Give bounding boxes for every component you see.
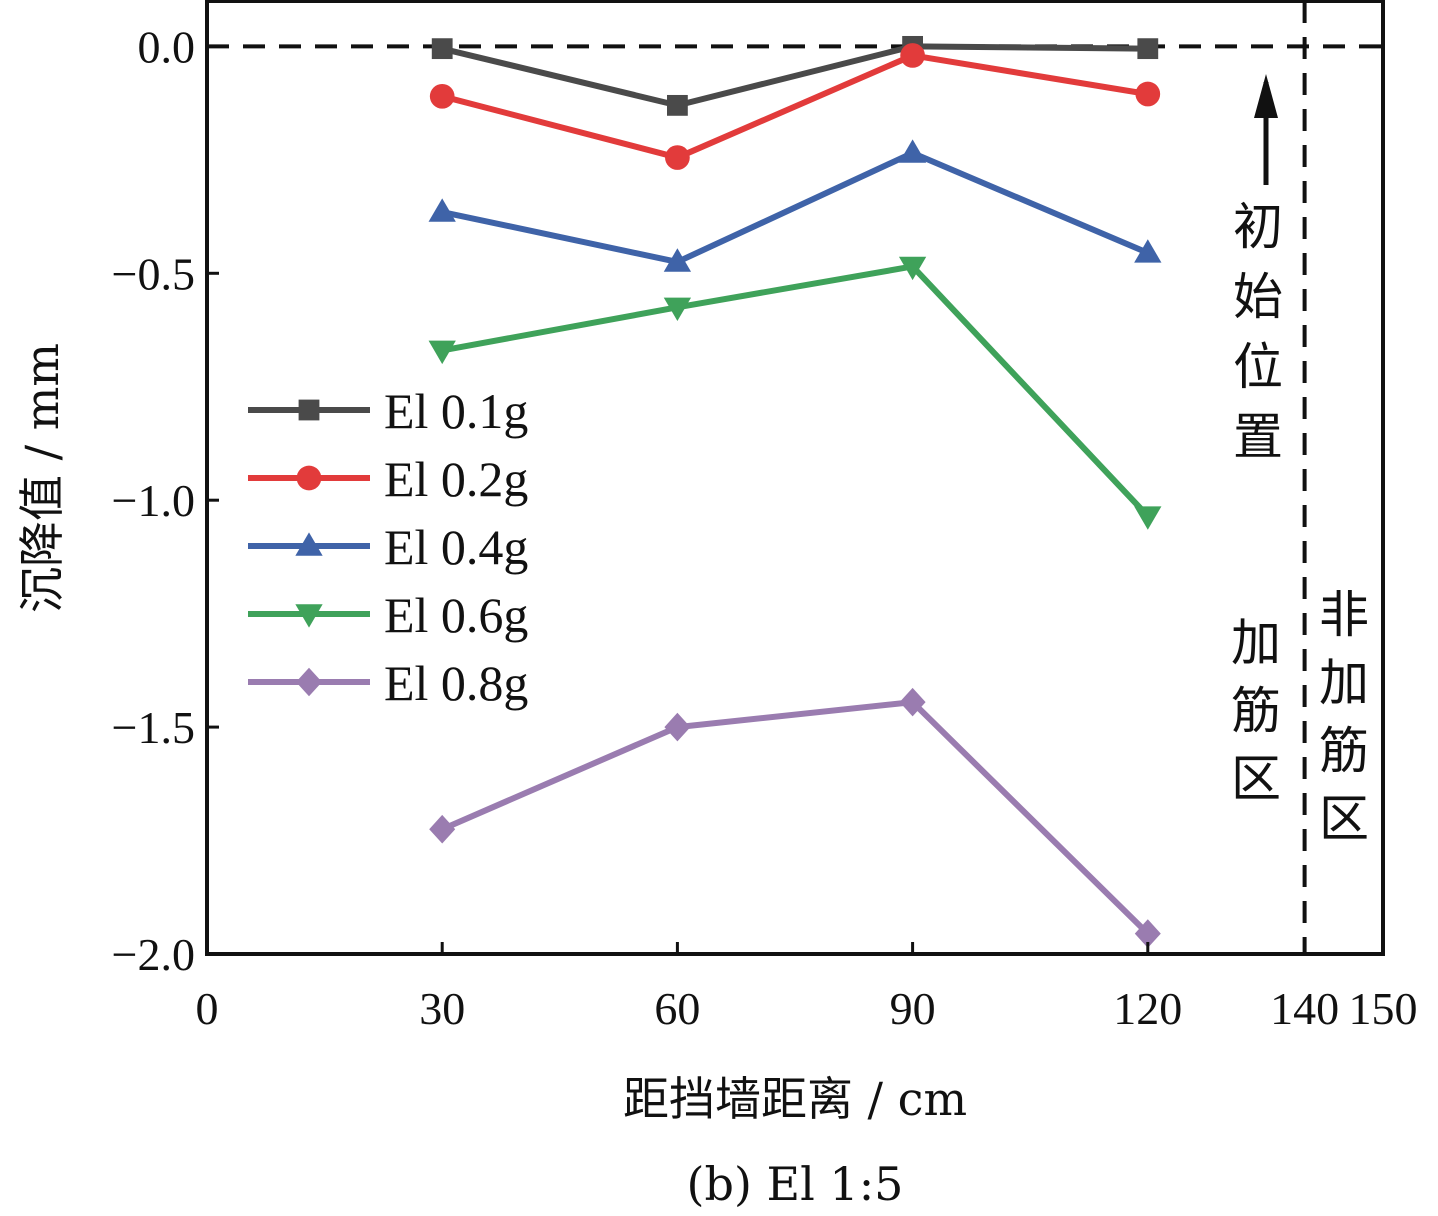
data-point [429,814,456,844]
legend-swatch-marker [295,604,323,628]
x-tick-label: 140 [1270,983,1339,1034]
data-point [429,83,455,109]
annotation-char: 位 [1233,338,1283,396]
series-el-0.1g [431,35,1159,116]
legend-item: El 0.2g [248,451,528,507]
data-point [664,712,691,742]
axes: 0 30 60 90 120 140 150 0.0 −0.5 −1.0 −1.5 −2.0 [112,21,1418,1034]
series-line [441,52,1149,161]
legend-swatch-marker [296,465,322,491]
data-point [899,687,926,717]
plot-frame [205,0,1385,956]
annotation-char: 区 [1231,750,1281,808]
data-point [667,94,688,116]
legend-swatch-marker [298,399,320,421]
data-point [665,145,690,170]
data-point [1134,239,1162,263]
data-point [1134,506,1162,530]
x-tick-label: 90 [890,983,936,1034]
data-point [663,248,692,272]
data-point [1135,81,1161,107]
data-point [431,38,453,60]
x-tick-label: 60 [654,983,700,1034]
series-el-0.4g [428,139,1162,272]
annotation-char: 始 [1233,268,1283,326]
y-tick-label: −2.0 [112,929,195,980]
y-tick-label: 0.0 [138,21,196,72]
legend-item: El 0.8g [248,655,528,711]
series-el-0.2g [429,43,1161,170]
legend-swatch-marker [295,532,323,556]
annotation-char: 加 [1319,654,1369,712]
annotation-char: 筋 [1319,722,1369,780]
series-line [441,150,1149,265]
data-point [1137,38,1159,60]
annotation-char: 置 [1233,408,1283,466]
data-point [898,256,927,281]
annotation-char: 筋 [1231,682,1281,740]
reinforced-zone-label: 加筋区 [1231,614,1281,808]
legend-label: El 0.2g [384,451,528,507]
y-tick-label: −0.5 [112,248,195,299]
legend-label: El 0.6g [384,587,528,643]
series-layer [428,35,1162,948]
reference-lines [207,1,1383,954]
series-el-0.8g [429,687,1161,948]
initial-position-arrow [1254,74,1278,185]
annotation-char: 加 [1231,614,1281,672]
legend-label: El 0.8g [384,655,528,711]
data-point [898,139,927,163]
legend: El 0.1g El 0.2g El 0.4g El 0.6g El 0.8g [248,383,528,711]
series-line [441,699,1150,936]
series-line [441,43,1148,109]
y-axis-title: 沉降值 / mm [15,343,69,613]
annotation-char: 非 [1319,586,1369,644]
annotation-char: 区 [1319,790,1369,848]
series-el-0.6g [428,256,1162,530]
x-tick-label: 0 [196,983,219,1034]
legend-label: El 0.1g [384,383,528,439]
legend-label: El 0.4g [384,519,528,575]
data-point [1134,919,1161,948]
x-tick-label: 30 [419,983,465,1034]
legend-item: El 0.1g [248,383,528,439]
x-axis-title: 距挡墙距离 / cm [623,1072,967,1126]
y-tick-label: −1.5 [112,702,195,753]
data-point [663,297,692,321]
legend-item: El 0.4g [248,519,528,575]
chart-title: (b) El 1:5 [687,1157,904,1211]
legend-item: El 0.6g [248,587,528,643]
x-tick-label: 120 [1113,983,1182,1034]
y-tick-label: −1.0 [112,475,195,526]
data-point [900,43,925,68]
data-point [428,340,456,365]
series-line [441,263,1150,519]
data-point [428,198,456,222]
initial-position-arrow-head [1254,74,1278,118]
x-tick-label: 150 [1349,983,1418,1034]
legend-swatch-marker [296,667,322,697]
annotation-char: 初 [1233,198,1283,256]
